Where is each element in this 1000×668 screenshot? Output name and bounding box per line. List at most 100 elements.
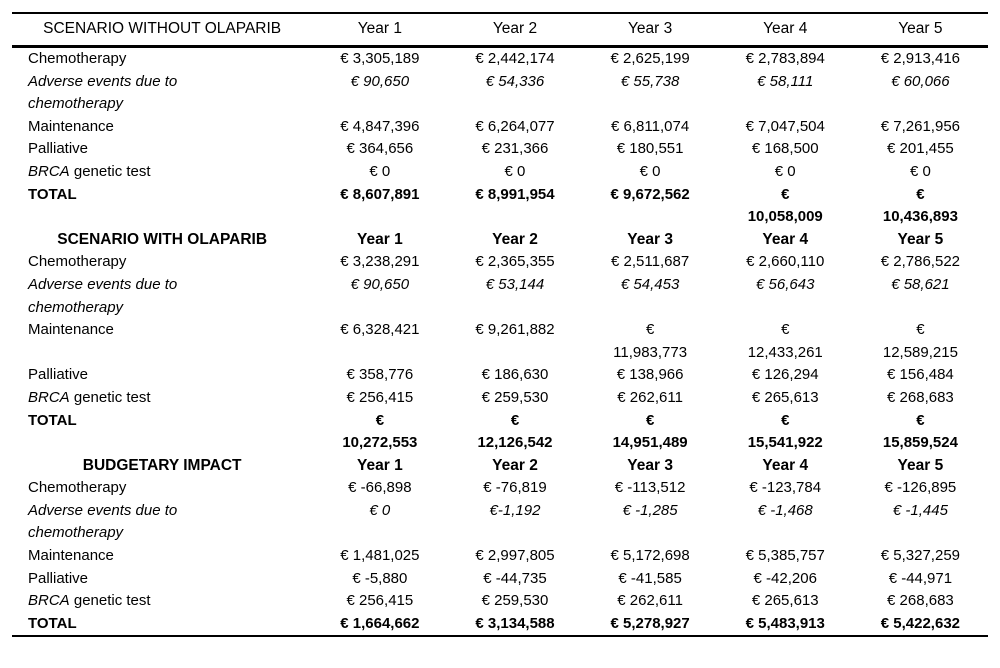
value-cell: € 2,786,522 [880,253,961,271]
value-cell: € 56,643 [756,275,815,293]
value-cell: € 58,111 [757,72,814,90]
value-cell: € -5,880 [352,569,408,587]
brca-label-rest: genetic test [69,592,151,610]
row-brca-genetic-test: BRCA genetic test € 256,415 € 259,530 € … [12,387,988,410]
row-brca-genetic-test: BRCA genetic test € 256,415 € 259,530 € … [12,590,988,613]
row-maintenance: Maintenance € 6,328,421 € 9,261,882 € 11… [12,319,988,364]
value-cell: € 3,305,189 [340,50,420,67]
value-cell: € -113,512 [614,479,686,497]
value-cell: € -1,285 [622,501,678,519]
row-label: Maintenance [28,117,114,135]
value-cell: € 90,650 [350,275,410,293]
row-label: BRCA genetic test [12,387,312,410]
value-cell: € 1,481,025 [340,547,420,565]
value-cell: € 53,144 [485,275,545,293]
row-label: TOTAL [28,411,77,429]
value-cell: € 256,415 [346,388,414,406]
value-cell: € 6,264,077 [475,117,555,135]
value-cell: € 5,422,632 [852,612,988,638]
value-cell: € 2,783,894 [745,50,825,67]
value-cell: € 0 [774,162,796,180]
value-cell: € 15,541,922 [747,411,823,452]
value-cell: € 54,336 [485,72,545,90]
row-label: Adverse events due to chemotherapy [28,72,178,113]
value-cell: € 12,589,215 [882,321,958,361]
year-header: Year 5 [897,230,944,248]
brca-italic-label: BRCA [28,162,70,180]
value-cell: € 138,966 [616,366,684,384]
value-cell: € -76,819 [483,479,547,497]
value-cell: € 1,664,662 [312,612,448,638]
row-chemotherapy: Chemotherapy € 3,305,189 € 2,442,174 € 2… [12,47,988,71]
brca-label-rest: genetic test [69,388,151,406]
value-cell: € 0 [639,162,661,180]
year-header: Year 1 [357,456,403,474]
value-cell: € 265,613 [751,388,819,406]
row-label: Palliative [28,569,89,587]
value-cell: € 15,859,524 [882,411,958,452]
value-cell: € 60,066 [891,72,950,90]
row-label: Adverse events due to chemotherapy [28,501,178,542]
value-cell: € 156,484 [887,366,954,384]
value-cell: € 0 [504,162,526,180]
value-cell: € 14,951,489 [612,411,688,452]
row-label: BRCA genetic test [12,590,312,613]
value-cell: € 186,630 [481,366,549,384]
value-cell: € 6,811,074 [611,117,690,135]
row-brca-genetic-test: BRCA genetic test € 0 € 0 € 0 € 0 € 0 [12,161,988,184]
value-cell: € -44,735 [483,569,547,587]
value-cell: € 12,126,542 [477,411,553,452]
value-cell: € 364,656 [346,140,414,158]
value-cell: € 180,551 [616,140,684,158]
value-cell: € 54,453 [620,275,680,293]
value-cell: € 201,455 [887,140,954,158]
row-label: TOTAL [12,612,313,638]
value-cell: € 58,621 [891,275,950,293]
section-title: BUDGETARY IMPACT [82,456,242,474]
value-cell: € 11,983,773 [613,321,688,361]
value-cell: € 55,738 [620,72,680,90]
value-cell: € 358,776 [346,366,414,384]
row-adverse-events: Adverse events due to chemotherapy € 90,… [12,274,988,319]
value-cell: € 10,436,893 [882,185,958,226]
section-title: SCENARIO WITH OLAPARIB [57,230,268,248]
year-header: Year 2 [447,13,583,48]
value-cell: € 268,683 [887,388,954,406]
row-chemotherapy: Chemotherapy € -66,898 € -76,819 € -113,… [12,477,988,500]
budget-impact-table: SCENARIO WITHOUT OLAPARIB Year 1 Year 2 … [12,12,988,638]
section-header-budgetary-impact: BUDGETARY IMPACT Year 1 Year 2 Year 3 Ye… [12,455,988,478]
value-cell: € 265,613 [751,592,819,610]
value-cell: € 2,625,199 [610,50,690,67]
value-cell: € 0 [909,162,931,180]
year-header: Year 1 [357,230,403,248]
year-header: Year 4 [762,456,809,474]
row-label: Chemotherapy [28,479,127,497]
year-header: Year 5 [897,456,944,474]
value-cell: € 2,913,416 [880,50,961,67]
value-cell: € 168,500 [751,140,819,158]
value-cell: € 231,366 [481,140,549,158]
value-cell: € 2,365,355 [475,253,555,271]
value-cell: € 6,328,421 [340,321,420,339]
row-label: Palliative [28,140,89,158]
value-cell: € 262,611 [617,388,683,406]
value-cell: € 5,385,757 [745,547,825,565]
value-cell: € 2,997,805 [475,547,555,565]
value-cell: € 9,672,562 [610,185,690,203]
year-header: Year 5 [852,13,988,48]
row-total: TOTAL € 8,607,891 € 8,991,954 € 9,672,56… [12,184,988,229]
value-cell: € 3,134,588 [447,612,583,638]
value-cell: € -41,585 [618,569,682,587]
row-maintenance: Maintenance € 4,847,396 € 6,264,077 € 6,… [12,116,988,139]
row-adverse-events: Adverse events due to chemotherapy € 90,… [12,71,988,116]
value-cell: € 2,660,110 [746,253,825,271]
value-cell: € 3,238,291 [340,253,420,271]
row-total: TOTAL € 1,664,662 € 3,134,588 € 5,278,92… [12,612,988,638]
value-cell: € 126,294 [751,366,819,384]
value-cell: € 5,327,259 [880,547,961,565]
value-cell: €-1,192 [489,501,541,519]
row-palliative: Palliative € -5,880 € -44,735 € -41,585 … [12,568,988,591]
value-cell: € 4,847,396 [340,117,420,135]
value-cell: € 12,433,261 [747,321,823,361]
row-label: Palliative [28,366,89,384]
